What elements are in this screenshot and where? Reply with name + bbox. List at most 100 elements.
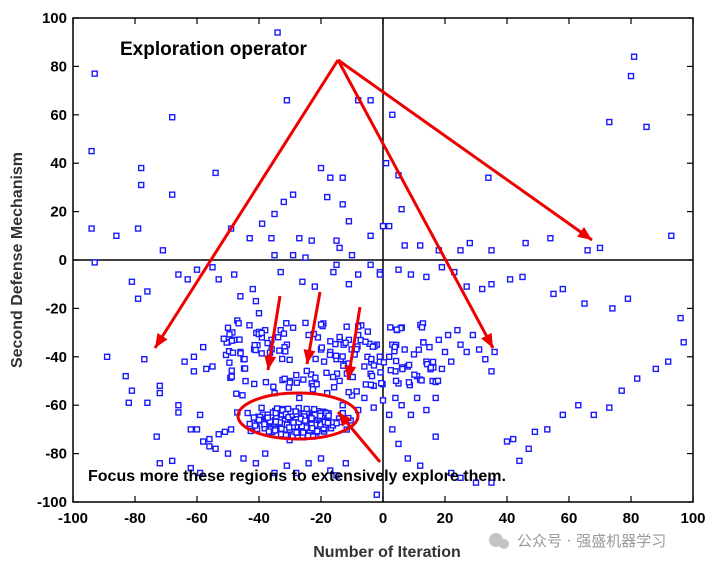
data-point bbox=[310, 405, 318, 413]
data-point bbox=[325, 412, 332, 419]
data-point bbox=[389, 426, 396, 433]
data-point bbox=[488, 479, 495, 486]
data-point bbox=[258, 350, 265, 357]
data-point bbox=[283, 97, 291, 104]
annotation-exploration: Exploration operator bbox=[120, 39, 307, 60]
data-point bbox=[367, 381, 375, 389]
data-point bbox=[348, 251, 356, 259]
data-point bbox=[276, 347, 283, 354]
data-point bbox=[333, 420, 340, 427]
data-point bbox=[417, 242, 424, 249]
data-point bbox=[634, 375, 641, 382]
data-point bbox=[305, 460, 312, 467]
data-point bbox=[206, 435, 213, 443]
data-point bbox=[379, 222, 387, 230]
x-tick-label: 40 bbox=[499, 510, 516, 527]
data-point bbox=[224, 450, 232, 457]
axis-ticks: -100 -80 -60 -40 -20 0 20 40 60 80 100 -100 -80 -60 -4… bbox=[37, 10, 706, 527]
data-point bbox=[300, 376, 307, 383]
data-point bbox=[103, 353, 111, 360]
data-point bbox=[289, 251, 297, 259]
annotation-focus: Focus more these regions to extensively … bbox=[88, 468, 506, 485]
data-point bbox=[302, 319, 309, 327]
data-point bbox=[327, 338, 334, 345]
arrow-focus-4-head bbox=[338, 412, 352, 427]
data-point bbox=[432, 394, 439, 402]
data-point bbox=[283, 462, 291, 469]
data-point bbox=[398, 402, 405, 409]
data-point bbox=[255, 310, 263, 317]
data-point bbox=[434, 377, 442, 385]
data-point bbox=[251, 380, 258, 388]
data-point bbox=[339, 402, 346, 409]
data-point bbox=[392, 394, 399, 402]
y-tick-label: 0 bbox=[59, 252, 67, 269]
data-point bbox=[376, 271, 384, 278]
data-point bbox=[317, 455, 325, 462]
data-point bbox=[503, 438, 511, 445]
data-point bbox=[472, 479, 480, 486]
data-point bbox=[386, 411, 393, 419]
data-point bbox=[353, 388, 360, 395]
data-point bbox=[156, 389, 164, 397]
data-point bbox=[418, 377, 425, 384]
data-point bbox=[410, 351, 418, 358]
data-point bbox=[141, 356, 148, 363]
data-point bbox=[258, 404, 265, 412]
data-point bbox=[125, 399, 133, 406]
focus-ellipse bbox=[236, 391, 360, 441]
data-point bbox=[488, 368, 495, 375]
data-point bbox=[367, 261, 374, 269]
data-point bbox=[525, 445, 532, 452]
data-point bbox=[392, 377, 400, 385]
data-point bbox=[250, 414, 258, 421]
data-point bbox=[386, 353, 393, 360]
data-point bbox=[401, 346, 408, 353]
data-point bbox=[343, 323, 350, 330]
y-tick-label: 60 bbox=[50, 107, 67, 124]
data-point bbox=[596, 244, 604, 252]
data-point bbox=[311, 411, 319, 419]
data-point bbox=[457, 474, 464, 481]
data-point bbox=[323, 369, 330, 377]
data-point bbox=[314, 427, 321, 435]
data-point bbox=[88, 147, 95, 155]
data-point bbox=[336, 377, 343, 385]
data-point bbox=[668, 232, 675, 240]
arrow-right bbox=[337, 58, 593, 242]
y-tick-label: -40 bbox=[45, 349, 67, 366]
data-point bbox=[168, 457, 176, 465]
data-point bbox=[448, 358, 455, 365]
data-point bbox=[156, 382, 164, 390]
data-point bbox=[488, 247, 495, 254]
data-point bbox=[559, 411, 566, 419]
data-point bbox=[190, 353, 198, 360]
data-point bbox=[281, 375, 288, 382]
data-point bbox=[407, 411, 415, 419]
data-point bbox=[235, 320, 242, 327]
data-point bbox=[241, 355, 248, 363]
data-point bbox=[293, 371, 300, 379]
data-point bbox=[206, 443, 213, 450]
data-point bbox=[345, 218, 353, 225]
x-tick-label: 80 bbox=[623, 510, 640, 527]
data-point bbox=[312, 374, 319, 381]
data-point bbox=[212, 169, 219, 177]
data-point bbox=[91, 70, 98, 77]
data-point bbox=[333, 370, 341, 377]
data-point bbox=[342, 339, 349, 347]
data-point bbox=[339, 353, 346, 360]
data-point bbox=[420, 339, 427, 346]
data-point bbox=[292, 408, 299, 415]
data-point bbox=[128, 387, 136, 394]
data-point bbox=[175, 409, 182, 416]
data-point bbox=[144, 288, 151, 295]
data-point bbox=[274, 29, 281, 36]
data-point bbox=[339, 201, 346, 208]
y-tick-label: -20 bbox=[45, 300, 67, 317]
data-point bbox=[361, 394, 368, 402]
data-point bbox=[327, 467, 334, 474]
data-point bbox=[432, 433, 439, 440]
data-point bbox=[392, 357, 400, 365]
data-point bbox=[643, 123, 650, 131]
